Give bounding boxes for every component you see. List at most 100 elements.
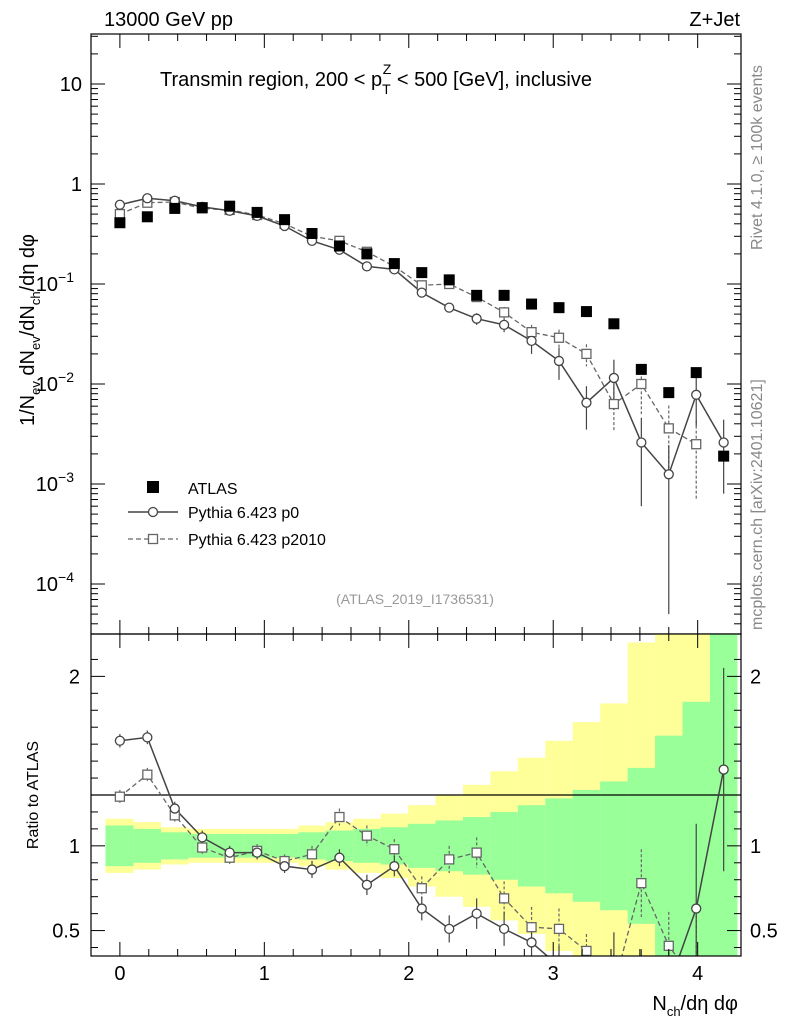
ratio-p0-marker (444, 923, 455, 935)
ratio-y-tick-label-right: 1 (750, 836, 761, 858)
plot-title-sub: T (382, 81, 391, 97)
ratio-p2010-marker (636, 877, 647, 889)
legend-atlas-marker (147, 481, 159, 493)
analysis-ref-label: (ATLAS_2019_I1736531) (336, 591, 494, 607)
ratio-y-tick-label-left: 2 (69, 666, 80, 688)
ratio-p2010-marker (553, 923, 565, 935)
p2010-marker (526, 326, 537, 338)
ylabel-part4: /dη dφ (17, 234, 39, 291)
ratio-p0-marker (361, 879, 373, 890)
ratio-p0-marker (498, 923, 510, 935)
atlas-marker (251, 206, 263, 218)
ratio-y-tick-label-right: 2 (750, 666, 761, 688)
ratio-p0-marker (471, 908, 482, 919)
ratio-p0-marker (334, 852, 345, 863)
p0-marker (663, 469, 674, 480)
ratio-band-green (572, 789, 601, 902)
header-right: Z+Jet (689, 9, 740, 31)
x-tick-label: 1 (259, 963, 270, 985)
xlabel-sub-ch: ch (667, 1004, 681, 1019)
plot-title-sup: Z (383, 61, 392, 77)
main-axis-ticks: 10 1 10−1 10−2 10−3 10−4 (36, 34, 741, 634)
p0-marker (636, 437, 647, 448)
x-tick-label: 3 (548, 963, 559, 985)
ratio-p2010-marker (498, 893, 510, 904)
plot-title: Transmin region, 200 < pTZ < 500 [GeV], … (160, 61, 592, 97)
x-tick-label: 4 (692, 963, 703, 985)
ratio-p2010-marker (142, 769, 153, 780)
ylabel-part3: /dN (17, 305, 39, 336)
x-axis-title: Nch/dη dφ (652, 993, 738, 1019)
ratio-band-green (517, 805, 546, 887)
p0-marker (114, 199, 126, 210)
ratio-band-green (270, 833, 299, 858)
ratio-y-tick-label-left: 1 (69, 836, 80, 858)
header-left: 13000 GeV pp (104, 9, 233, 31)
legend-p0-marker (147, 506, 159, 518)
ratio-band-green (462, 817, 491, 875)
atlas-marker (279, 214, 291, 226)
atlas-marker (498, 289, 510, 301)
p0-line (119, 197, 725, 476)
main-y-tick-label: 10 (60, 74, 82, 96)
xlabel-n: N (652, 993, 666, 1015)
p2010-marker (553, 332, 565, 343)
ratio-p2010-marker (581, 945, 592, 956)
ratio-p2010-marker (306, 849, 318, 860)
ratio-plot: 0.5 0.5 1 1 2 2 (52, 633, 778, 991)
ratio-band-green (161, 832, 189, 860)
ratio-p2010-marker (471, 847, 482, 858)
main-y-tick-label: 10−3 (36, 469, 74, 496)
legend-p2010-label: Pythia 6.423 p2010 (188, 532, 326, 549)
atlas-marker (718, 450, 730, 462)
ratio-p0-marker (609, 962, 618, 971)
ratio-y-tick-label-right: 0.5 (750, 921, 778, 943)
atlas-marker (663, 387, 675, 399)
main-y-tick-label: 1 (71, 174, 82, 196)
ratio-p2010-marker (197, 842, 208, 853)
main-data-points (114, 193, 730, 615)
legend-p0-label: Pythia 6.423 p0 (188, 505, 299, 522)
atlas-marker (471, 289, 483, 301)
atlas-marker (196, 202, 208, 214)
ratio-series-group (114, 667, 729, 991)
ratio-data-points (114, 667, 729, 991)
plot-title-prefix: Transmin region, 200 < p (160, 69, 382, 91)
ratio-p2010-marker (361, 830, 373, 841)
ratio-p0-marker (251, 847, 263, 858)
atlas-marker (580, 306, 592, 318)
plot-title-suffix: < 500 [GeV], inclusive (391, 69, 592, 91)
main-y-tick-label: 10−1 (36, 269, 74, 296)
atlas-marker (443, 274, 455, 286)
p0-marker (718, 437, 729, 448)
ratio-band-green (408, 823, 436, 868)
ratio-p2010-marker (609, 982, 618, 991)
ratio-p0-marker (306, 864, 318, 875)
ratio-p0-marker (224, 847, 235, 858)
legend-atlas-label: ATLAS (188, 481, 238, 498)
ratio-p2010-marker (444, 854, 455, 865)
side-label-mcplots: mcplots.cern.ch [arXiv:2401.10621] (749, 379, 766, 630)
atlas-marker (526, 298, 538, 310)
ratio-band-green (627, 767, 656, 924)
ratio-p0-marker (526, 937, 537, 948)
legend-p2010-marker (147, 533, 159, 545)
p0-marker (553, 355, 565, 367)
x-tick-labels: 0 1 2 3 4 (114, 963, 703, 985)
p2010-marker (691, 439, 702, 450)
p0-marker (526, 335, 537, 347)
p2010-marker (581, 348, 592, 360)
atlas-marker (690, 367, 702, 379)
atlas-marker (224, 200, 236, 212)
ratio-band-green (105, 825, 134, 867)
atlas-marker (635, 363, 647, 375)
ylabel-part1: 1/N (17, 395, 39, 426)
y-axis-title-ratio: Ratio to ATLAS (25, 741, 42, 849)
x-tick-label: 0 (114, 963, 125, 985)
atlas-marker (388, 258, 400, 270)
p0-marker (471, 313, 482, 324)
main-y-tick-label: 10−4 (36, 569, 74, 596)
side-label-rivet: Rivet 4.1.0, ≥ 100k events (749, 65, 766, 250)
p0-marker (498, 319, 510, 331)
p0-marker (444, 302, 455, 313)
